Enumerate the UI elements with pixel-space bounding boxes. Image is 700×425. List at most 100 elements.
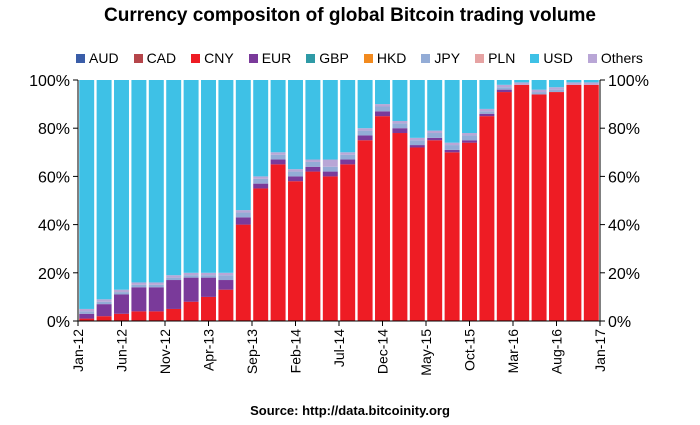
y-tick-label-right: 0% [608,314,631,331]
bar-cny-jan-14 [253,188,269,321]
bar-others-sep-12 [131,282,147,285]
x-tick-label: Jun-12 [114,329,130,372]
bar-cny-sep-14 [340,164,356,321]
legend-swatch [530,53,540,63]
y-tick-label-left: 80% [38,121,70,138]
bar-usd-jun-12 [114,80,129,290]
bar-jpy-apr-15 [409,140,425,146]
legend-label: JPY [434,50,461,66]
bar-cny-dec-15 [496,92,512,321]
x-tick-label: Jan-17 [592,329,608,372]
x-tick-label: Feb-14 [288,329,304,374]
bar-eur-jul-15 [444,149,460,153]
bar-usd-may-16 [531,80,547,90]
legend-swatch [421,53,431,63]
bar-eur-jul-14 [322,171,338,177]
bar-others-jun-12 [114,289,129,293]
bar-others-feb-13 [166,275,182,278]
bar-cny-jun-12 [114,313,129,321]
legend-item-pln: PLN [475,50,515,66]
bar-eur-apr-15 [409,145,425,148]
source-note: Source: http://data.bitcoinity.org [250,403,450,418]
bar-usd-mar-16 [514,80,530,83]
bar-usd-jul-14 [322,80,338,160]
y-tick-label-right: 80% [608,121,640,138]
bar-cny-mar-16 [514,84,530,321]
bar-jpy-jun-12 [114,292,129,295]
bar-jpy-may-16 [531,92,547,95]
x-tick-label: May-15 [418,329,434,376]
bar-cny-apr-13 [183,301,199,321]
legend-item-cny: CNY [191,50,234,66]
bar-eur-jan-14 [253,183,269,189]
bar-jpy-jan-14 [253,178,269,184]
bar-others-apr-13 [183,272,199,276]
bar-others-sep-15 [462,133,477,136]
bar-eur-feb-13 [166,280,182,309]
y-tick-label-right: 40% [608,218,640,235]
x-tick-label: Dec-14 [375,329,391,374]
legend-swatch [475,53,485,63]
bar-others-aug-16 [549,87,564,90]
bar-cny-may-15 [427,140,443,321]
bar-jpy-aug-16 [549,89,564,93]
legend-label: HKD [376,50,407,66]
legend-swatch [306,53,316,63]
x-tick-label: Apr-13 [201,329,217,371]
bar-others-jul-14 [322,159,338,167]
y-tick-label-left: 100% [29,73,70,90]
bar-cny-feb-14 [270,164,286,321]
bar-jpy-nov-12 [148,284,164,288]
bar-eur-nov-12 [148,287,164,312]
bar-others-feb-15 [392,120,408,124]
chart-title: Currency compositon of global Bitcoin tr… [104,5,596,26]
bar-others-nov-13 [235,210,251,213]
bar-usd-sep-13 [218,80,234,273]
x-tick-label: Jul-14 [331,329,347,367]
legend-item-hkd: HKD [363,50,407,66]
bar-others-feb-14 [270,152,286,155]
bar-jpy-sep-14 [340,154,356,160]
bar-jpy-oct-15 [479,111,495,114]
bar-usd-apr-13 [183,80,199,273]
legend-label: CAD [146,50,177,66]
legend-swatch [363,53,373,63]
bar-usd-jul-13 [201,80,216,273]
bar-usd-oct-16 [566,80,582,83]
bar-eur-feb-15 [392,128,408,134]
y-tick-label-left: 0% [47,314,70,331]
bar-others-dec-14 [375,104,390,107]
bar-cny-jul-13 [201,296,216,321]
y-tick-label-right: 20% [608,266,640,283]
bar-cny-feb-15 [392,133,408,321]
bar-eur-feb-14 [270,159,286,165]
bar-eur-dec-14 [375,111,390,117]
bar-usd-jul-15 [444,80,460,143]
bar-usd-sep-15 [462,80,477,134]
legend-label: GBP [319,50,349,66]
bar-others-dec-15 [496,84,512,88]
bar-usd-mar-12 [96,80,112,300]
bar-eur-oct-15 [479,113,495,117]
bar-eur-jun-14 [305,166,321,172]
bar-jpy-jun-14 [305,161,321,167]
bar-others-may-16 [531,89,547,93]
bar-jpy-feb-14 [270,154,286,160]
bar-usd-sep-12 [131,80,147,283]
bar-cny-oct-16 [566,84,582,321]
y-tick-label-right: 100% [608,73,649,90]
x-tick-label: Oct-15 [462,329,478,371]
bar-cny-jul-15 [444,152,460,321]
x-tick-label: Mar-16 [505,329,521,374]
y-tick-label-left: 60% [38,169,70,186]
bar-jpy-apr-13 [183,275,199,278]
x-tick-label: Nov-12 [157,329,173,374]
bar-others-jul-15 [444,142,460,146]
bar-usd-dec-14 [375,80,390,105]
bar-usd-oct-14 [357,80,373,129]
bar-cny-jan-17 [583,84,599,321]
bar-eur-jun-12 [114,294,129,314]
bar-cny-jun-14 [305,171,321,321]
bar-eur-dec-15 [496,89,512,93]
legend-swatch [248,53,258,63]
